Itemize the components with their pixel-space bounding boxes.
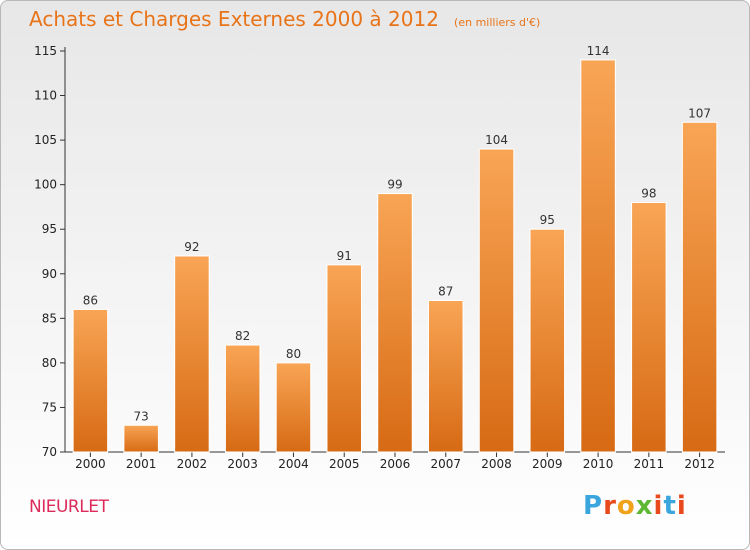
y-tick-label: 80 <box>42 356 57 370</box>
bar <box>377 193 413 453</box>
bar <box>529 228 566 453</box>
chart-subtitle: (en milliers d'€) <box>454 16 541 29</box>
data-label: 87 <box>438 285 453 299</box>
bar <box>275 362 312 453</box>
y-tick-label: 110 <box>34 89 57 103</box>
data-label: 92 <box>184 240 199 254</box>
x-tick-label: 2009 <box>532 457 563 471</box>
data-label: 95 <box>540 213 555 227</box>
x-tick-label: 2000 <box>75 457 106 471</box>
y-tick-label: 90 <box>42 267 57 281</box>
bar <box>681 121 718 453</box>
proxiti-logo[interactable]: Proxiti <box>583 491 687 521</box>
logo-letter: o <box>616 491 636 521</box>
bar <box>72 308 109 453</box>
bar <box>631 201 667 453</box>
data-label: 73 <box>134 409 149 423</box>
y-tick-label: 105 <box>34 133 57 147</box>
data-label: 107 <box>688 106 711 120</box>
x-tick-label: 2010 <box>583 457 614 471</box>
logo-letter: r <box>603 491 617 521</box>
y-tick-label: 75 <box>42 400 57 414</box>
logo-letter: i <box>676 491 687 521</box>
y-tick-label: 115 <box>34 44 57 58</box>
x-tick-label: 2008 <box>481 457 512 471</box>
data-label: 98 <box>641 186 656 200</box>
logo-letter: P <box>583 491 604 521</box>
x-tick-label: 2004 <box>278 457 309 471</box>
x-tick-label: 2001 <box>126 457 157 471</box>
data-label: 99 <box>387 178 402 192</box>
bar <box>326 264 362 453</box>
bar <box>174 255 210 453</box>
title-row: Achats et Charges Externes 2000 à 2012 (… <box>29 7 540 31</box>
x-tick-label: 2011 <box>634 457 665 471</box>
x-tick-label: 2002 <box>177 457 208 471</box>
y-tick-label: 70 <box>42 445 57 459</box>
data-label: 80 <box>286 347 301 361</box>
x-tick-label: 2006 <box>380 457 411 471</box>
data-label: 104 <box>485 133 508 147</box>
logo-letter: i <box>653 491 664 521</box>
bar <box>428 300 464 453</box>
bar <box>580 59 616 453</box>
data-label: 91 <box>337 249 352 263</box>
data-label: 82 <box>235 329 250 343</box>
x-tick-label: 2005 <box>329 457 360 471</box>
y-tick-label: 100 <box>34 178 57 192</box>
bar <box>224 344 261 453</box>
logo-letter: t <box>663 491 677 521</box>
data-label: 86 <box>83 293 98 307</box>
commune-name: NIEURLET <box>29 497 109 517</box>
y-tick-label: 95 <box>42 222 57 236</box>
bars <box>72 59 718 453</box>
chart-title: Achats et Charges Externes 2000 à 2012 <box>29 7 439 31</box>
data-label: 114 <box>587 44 610 58</box>
bar <box>478 148 515 453</box>
logo-letter: x <box>635 491 654 521</box>
y-tick-label: 85 <box>42 311 57 325</box>
x-tick-label: 2007 <box>430 457 461 471</box>
x-tick-label: 2012 <box>684 457 715 471</box>
bar <box>123 424 159 453</box>
axes: 70 75 80 85 90 95 100 105 110 115 2000 2001 2002 2003… <box>34 44 725 471</box>
x-tick-label: 2003 <box>227 457 258 471</box>
labels: 86 73 92 82 80 91 99 87 104 95 114 98 107 <box>83 44 711 423</box>
